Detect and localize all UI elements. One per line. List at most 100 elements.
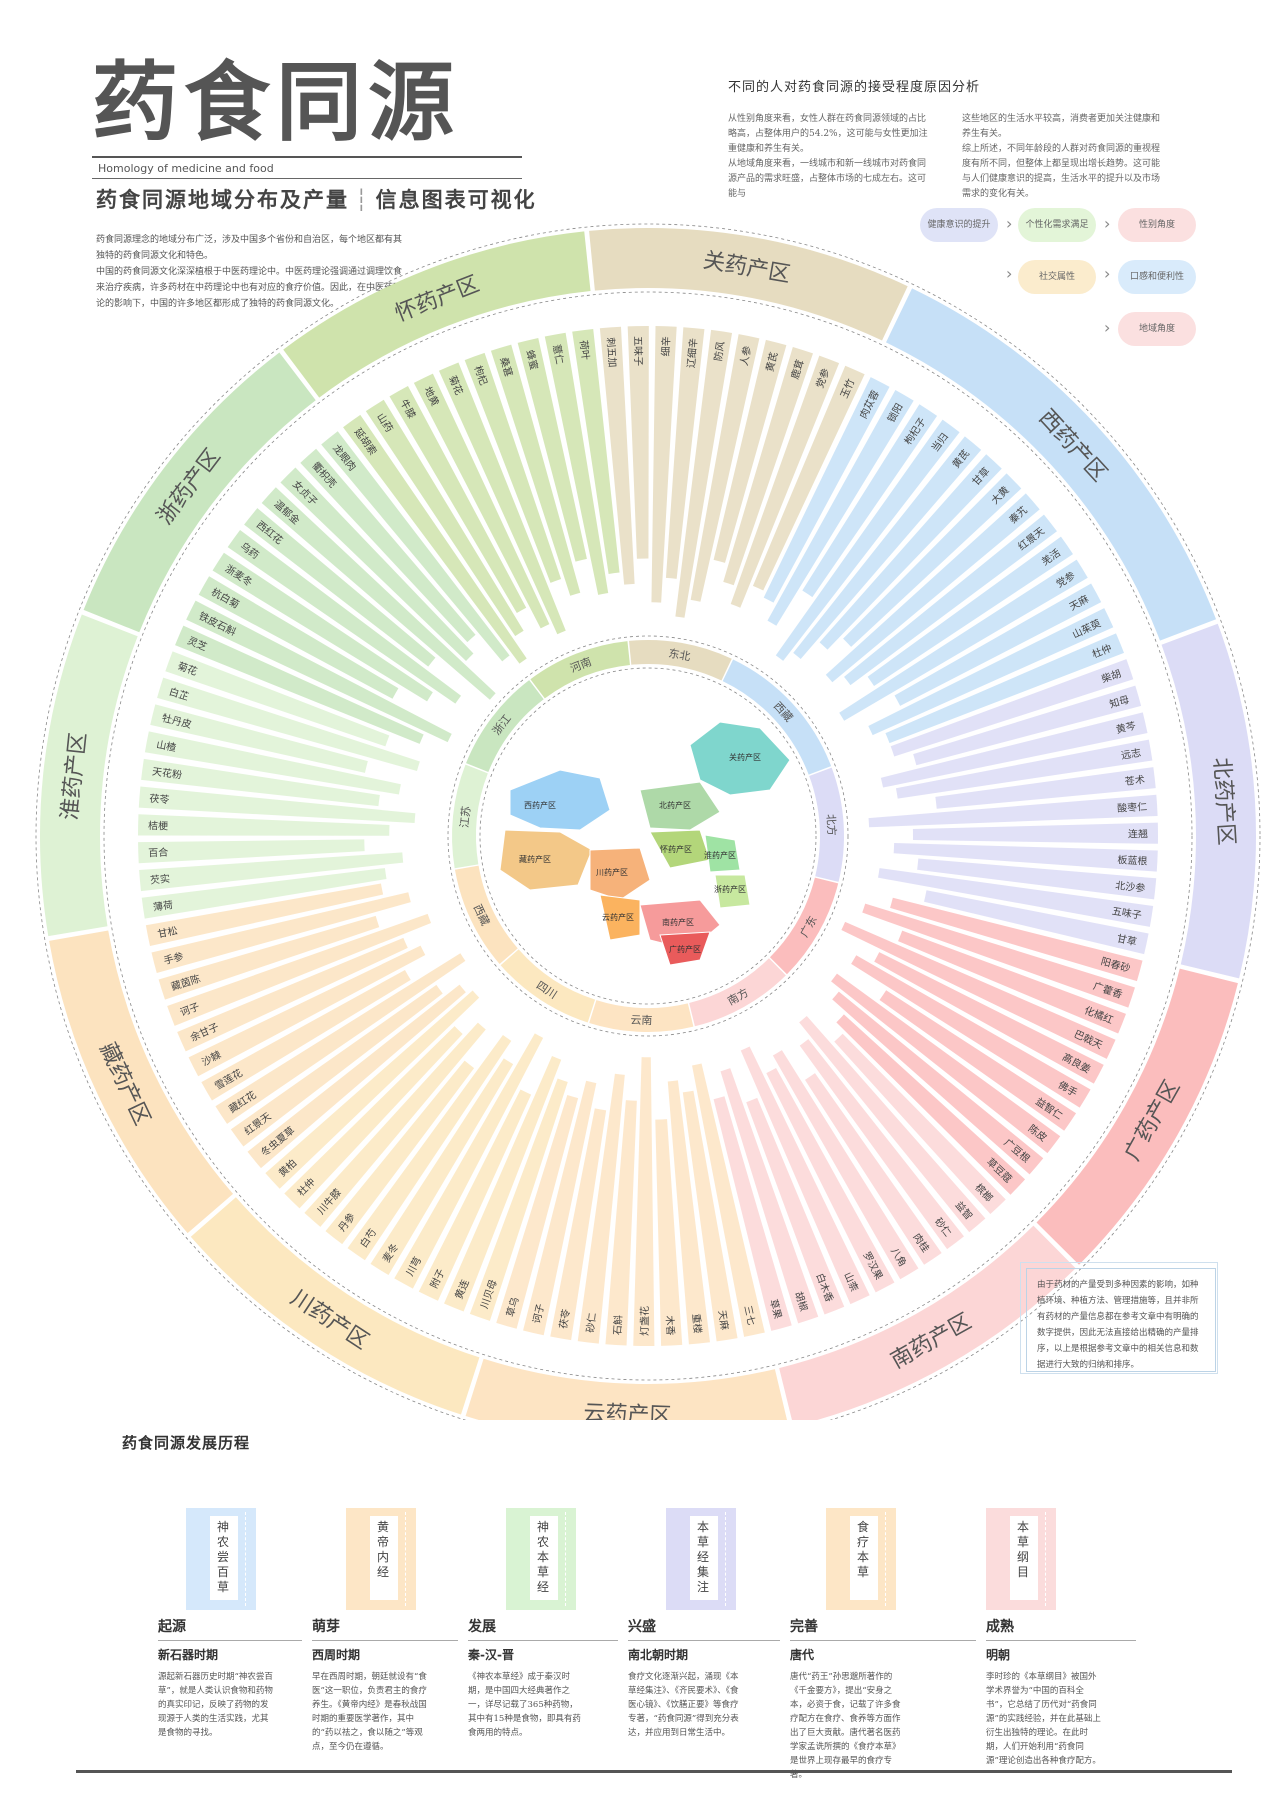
timeline-period: 秦-汉-晋 [468,1648,514,1662]
map-region-shape [499,829,593,891]
herb-bar [517,337,587,562]
guide-circle [35,223,1261,1420]
page-title: 药食同源 [92,53,460,153]
herb-bar [692,1063,765,1337]
inner-ring-segment [451,764,488,869]
english-subtitle: Homology of medicine and food [98,162,274,175]
herb-bar [300,448,476,643]
timeline-stage-line [986,1640,1136,1641]
region-ring-segment [49,930,234,1234]
herb-bar [895,739,1153,799]
note-frame [1020,1262,1218,1374]
region-ring-segment [886,288,1217,641]
herb-bar [862,903,1135,1008]
herb-bar [145,883,384,947]
region-name-label: 北药产区 [1208,757,1238,846]
analysis-column-2: 这些地区的生活水平较高，消费者更加关注健康和养生有关。 综上所述，不同年龄段的人… [962,112,1166,202]
timeline-card: 神农本草经 [506,1508,576,1610]
analysis-paragraph: 从地域角度来看，一线城市和新一线城市对药食同源产品的需求旺盛，占整体市场的七成左… [728,159,927,199]
herb-bar [763,377,890,603]
herb-label: 黄芩 [1115,719,1137,736]
herb-bar [599,326,635,585]
herb-bar [935,767,1156,809]
herb-bar [834,1033,1006,1215]
herb-bar [138,814,390,836]
card-dash [245,1512,252,1606]
analysis-paragraph: 综上所述，不同年龄段的人群对药食同源的重视程度有所不同，但整体上都呈现出增长趋势… [962,144,1161,199]
herb-bar [893,842,1158,872]
herb-bar [839,559,1088,721]
herb-bar [144,731,401,795]
chevron-right-icon: › [1006,214,1013,233]
herb-bar [141,758,380,807]
pill-gender: 性别角度 [1118,208,1196,242]
inner-ring-segment [530,641,630,699]
herb-bar [605,1100,637,1346]
herb-label: 三七 [741,1304,757,1326]
herb-bar [730,355,840,608]
herb-bar [874,952,1104,1084]
timeline-period: 明朝 [986,1648,1011,1662]
timeline-card: 黄帝内经 [346,1508,416,1610]
timeline-card-label: 神农尝百草 [216,1520,229,1594]
timeline-description: 《神农本草经》成于秦汉时期，是中国四大经典著作之一，详尽记载了365种药物，其中… [468,1672,581,1738]
herb-bar [464,352,562,583]
timeline-period: 唐代 [790,1648,815,1662]
herb-bar [924,890,1149,955]
timeline-description: 食疗文化逐渐兴起，涌现《本草经集注》、《齐民要术》、《食医心镜》、《饮膳正要》等… [628,1672,739,1738]
herb-bar [186,600,452,743]
herb-bar [885,633,1125,744]
herb-bar [438,362,566,635]
map-region-label: 怀药产区 [660,844,692,854]
region-ring-segment [1161,623,1256,979]
inner-ring-segment [589,1000,694,1032]
herb-label: 茯苓 [556,1308,572,1330]
inner-ring-segment [500,949,596,1023]
province-label: 江苏 [458,805,473,828]
herb-bar [496,1094,579,1329]
herb-bar [198,576,399,699]
herb-bar [868,608,1114,736]
herb-bar [284,1026,463,1209]
herb-label: 重楼 [689,1313,704,1334]
region-ring-segment [779,1225,1076,1420]
herb-bar [215,953,466,1124]
herb-bar [347,1034,512,1261]
herb-bar [261,487,496,700]
herb-label: 酸枣仁 [1117,800,1148,815]
region-ring-segment [465,1358,788,1420]
herb-bar [898,930,1126,1034]
timeline-stage-line [312,1640,458,1641]
herb-label: 诃子 [531,1303,547,1325]
herb-bar [413,373,550,629]
herb-bar [825,493,1040,683]
inner-ring-segment [689,958,786,1027]
title-rule-2 [92,178,522,179]
timeline-stage-line [468,1640,618,1641]
card-inner [690,1516,718,1600]
herb-bar [917,858,1157,900]
timeline-stage: 发展 [468,1619,496,1635]
herb-bar [544,332,609,595]
herb-bar [665,327,705,579]
herb-label: 五味子 [631,336,644,366]
herb-bar [879,990,1077,1131]
timeline-description: 唐代“药王”孙思邈所著作的《千金要方》，提出“安身之本，必资于食，记载了许多食疗… [790,1672,901,1780]
herb-label: 桔梗 [148,819,168,832]
herb-bar [577,1073,625,1344]
map-region-label: 浙药产区 [714,884,746,894]
herb-bar [913,685,1142,766]
herb-label: 防风 [711,340,727,362]
herb-label: 石斛 [611,1315,625,1336]
map-region-label: 南药产区 [662,917,694,927]
timeline-period: 新石器时期 [158,1648,219,1662]
herb-label: 连翘 [1128,827,1148,840]
card-dash [725,1512,732,1606]
herb-bar [844,514,1057,686]
herb-bar [175,625,424,744]
timeline-description: 早在西周时期，朝廷就设有“食医”这一职位，负责君主的食疗养生。《黄帝内经》是春秋… [312,1672,427,1752]
herb-label: 芡实 [149,872,170,887]
region-ring-segment [589,228,908,341]
herb-bar [890,659,1134,757]
timeline-stage-line [790,1640,976,1641]
